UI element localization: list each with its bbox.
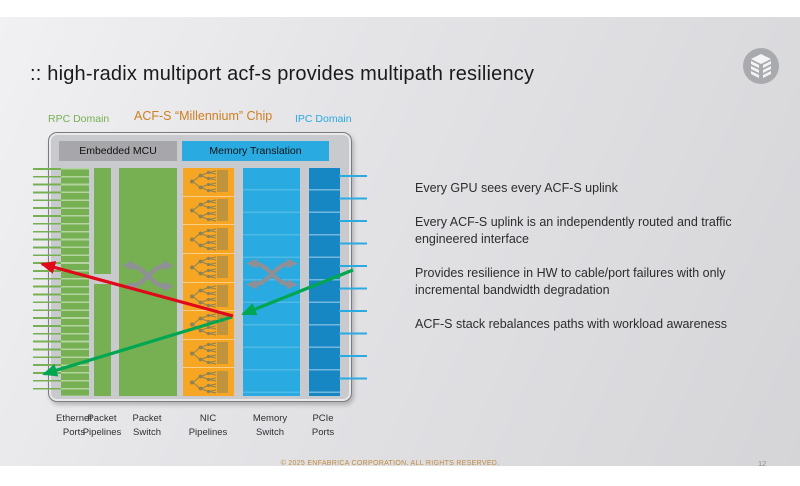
enfabrica-logo-icon [742,47,780,85]
chip-title-label: ACF-S “Millennium” Chip [134,109,273,123]
packet-pipelines-column-bottom [94,284,111,396]
nic-tree-icon [189,256,228,279]
crossbar-switch-icon [120,258,176,294]
nic-tree-icon [189,170,228,193]
page-number: 12 [758,459,767,468]
bullet-text-block: Every GPU sees every ACF-S uplink Every … [415,180,767,350]
pcie-ports-label: PCIe Ports [311,413,335,438]
slide-title: :: high-radix multiport acf-s provides m… [30,63,535,85]
acf-s-chip-diagram: Embedded MCU Memory Translation [48,132,352,402]
nic-tree-icon [189,371,228,394]
pcie-port-lines [339,172,367,388]
memory-translation-block: Memory Translation [182,141,329,161]
ipc-domain-label: IPC Domain [295,113,352,125]
nic-pipeline-row [183,254,234,283]
embedded-mcu-block: Embedded MCU [59,141,177,161]
copyright-footer: © 2025 ENFABRICA CORPORATION. ALL RIGHTS… [280,460,500,467]
nic-pipeline-row [183,197,234,226]
packet-switch-column [119,168,177,396]
packet-pipelines-column-top [94,168,111,274]
nic-tree-icon [189,199,228,222]
slide-background: :: high-radix multiport acf-s provides m… [0,17,800,468]
crossbar-switch-icon [244,256,300,292]
packet-pipelines-label: Packet Pipelines [82,413,122,438]
nic-pipeline-row [183,225,234,254]
bullet-3: Provides resilience in HW to cable/port … [415,266,726,297]
nic-pipeline-row [183,168,234,197]
nic-pipeline-row [183,368,234,396]
pcie-ports-column [309,168,340,396]
nic-pipelines-column [183,168,234,396]
nic-tree-icon [189,285,228,308]
memory-switch-column [243,168,300,396]
nic-pipeline-row [183,283,234,312]
ethernet-ports-column [61,168,89,396]
memory-switch-label: Memory Switch [252,413,288,438]
ethernet-ports-label: Ethernet Ports [56,413,92,438]
nic-pipelines-label: NIC Pipelines [188,413,228,438]
rpc-domain-label: RPC Domain [48,113,110,125]
bullet-2: Every ACF-S uplink is an independently r… [415,215,732,246]
bullet-4: ACF-S stack rebalances paths with worklo… [415,317,727,331]
nic-tree-icon [189,228,228,251]
packet-switch-label: Packet Switch [132,413,162,438]
nic-tree-icon [189,342,228,365]
ethernet-port-lines [33,168,61,395]
bullet-1: Every GPU sees every ACF-S uplink [415,181,618,195]
nic-pipeline-row [183,340,234,369]
nic-pipeline-row [183,311,234,340]
nic-tree-icon [189,313,228,336]
